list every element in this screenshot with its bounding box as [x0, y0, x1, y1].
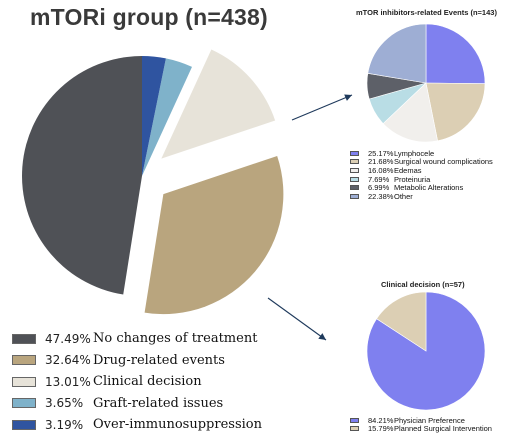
events-slice-surgical-wound-complications: [425, 82, 486, 142]
events-legend-label: Lymphocele: [394, 148, 435, 158]
arrow-to-clinical-chart: [267, 297, 327, 341]
clinical-chart-title: Clinical decision (n=57): [381, 280, 465, 289]
main-slice-drug-related-events: [144, 155, 284, 315]
events-legend-item: 7.69% Proteinuria: [350, 175, 493, 184]
events-legend-label: Proteinuria: [394, 174, 431, 184]
events-legend-label: Edemas: [394, 165, 422, 175]
main-legend-label: Drug-related events: [93, 352, 225, 368]
main-legend-item: 3.65% Graft-related issues: [12, 393, 262, 415]
main-slice-graft-related-issues: [142, 58, 193, 176]
events-legend: 25.17% Lymphocele 21.68% Surgical wound com…: [350, 149, 493, 201]
main-legend-percent: 47.49%: [45, 331, 91, 346]
main-legend-item: 3.19% Over-immunosuppression: [12, 414, 262, 436]
events-legend-percent: 16.08%: [368, 165, 394, 175]
events-legend-item: 25.17% Lymphocele: [350, 149, 493, 158]
main-slice-clinical-decision: [161, 49, 276, 159]
main-legend-label: Over-immunosuppression: [93, 417, 262, 433]
events-legend-percent: 6.99%: [368, 183, 390, 193]
main-legend-label: Graft-related issues: [93, 395, 224, 411]
clinical-legend-item: 15.79% Planned Surgical Intervention: [350, 424, 492, 434]
clinical-legend-swatch: [350, 417, 359, 423]
events-legend-percent: 22.38%: [368, 191, 394, 201]
events-slice-lymphocele: [425, 23, 486, 84]
clinical-legend: 84.21% Physician Preference 15.79% Planned …: [350, 416, 492, 433]
events-legend-percent: 25.17%: [368, 148, 394, 158]
main-legend-swatch: [12, 355, 36, 366]
events-legend-swatch: [350, 150, 359, 156]
main-legend-percent: 13.01%: [45, 374, 91, 389]
events-legend-swatch: [350, 176, 359, 182]
events-legend-percent: 21.68%: [368, 157, 394, 167]
main-slice-no-changes-of-treatment: [22, 56, 142, 295]
events-legend-swatch: [350, 185, 359, 191]
clinical-legend-label: Physician Preference: [394, 415, 465, 425]
main-legend-label: No changes of treatment: [93, 331, 258, 347]
main-legend: 47.49% No changes of treatment 32.64% Drug-…: [12, 328, 262, 436]
main-legend-percent: 32.64%: [45, 353, 91, 368]
events-legend-percent: 7.69%: [368, 174, 390, 184]
main-legend-item: 13.01% Clinical decision: [12, 371, 262, 393]
events-legend-label: Surgical wound complications: [394, 157, 493, 167]
events-legend-swatch: [350, 159, 359, 165]
main-legend-swatch: [12, 333, 36, 344]
main-chart-title: mTORi group (n=438): [30, 4, 268, 30]
events-chart-title: mTOR inhibitors-related Events (n=143): [356, 8, 497, 17]
events-legend-item: 21.68% Surgical wound complications: [350, 157, 493, 167]
main-legend-item: 32.64% Drug-related events: [12, 350, 262, 372]
events-slice-other: [367, 23, 427, 84]
events-legend-label: Metabolic Alterations: [394, 183, 464, 193]
main-legend-label: Clinical decision: [93, 374, 202, 390]
events-legend-swatch: [350, 167, 359, 173]
clinical-legend-label: Planned Surgical Intervention: [394, 424, 492, 434]
events-slice-edemas: [382, 82, 438, 143]
main-legend-swatch: [12, 419, 36, 430]
events-legend-item: 16.08% Edemas: [350, 166, 493, 175]
events-legend-label: Other: [394, 191, 413, 201]
events-legend-swatch: [350, 193, 359, 199]
clinical-legend-swatch: [350, 426, 359, 432]
main-legend-swatch: [12, 398, 36, 409]
clinical-legend-item: 84.21% Physician Preference: [350, 416, 492, 425]
main-legend-item: 47.49% No changes of treatment: [12, 328, 262, 350]
arrow-to-events-chart: [291, 94, 353, 121]
main-legend-percent: 3.65%: [45, 396, 84, 411]
events-legend-item: 6.99% Metabolic Alterations: [350, 183, 493, 192]
events-legend-item: 22.38% Other: [350, 192, 493, 201]
clinical-legend-percent: 84.21%: [368, 415, 394, 425]
main-legend-swatch: [12, 376, 36, 387]
main-slice-over-immunosuppression: [142, 55, 166, 176]
main-legend-percent: 3.19%: [45, 417, 84, 432]
clinical-slice-planned-surgical-intervention: [376, 291, 427, 352]
clinical-legend-percent: 15.79%: [368, 424, 394, 434]
